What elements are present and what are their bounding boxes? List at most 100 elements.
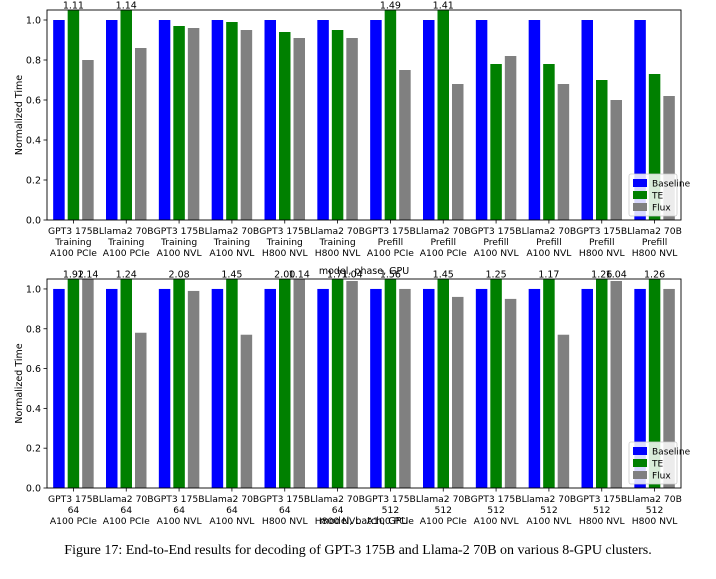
bar-flux-3 bbox=[187, 290, 200, 488]
bar-te-6 bbox=[331, 30, 344, 220]
x-tick-label: Llama2 70B 64 H800 NVL bbox=[310, 494, 365, 527]
bar-flux-9 bbox=[504, 298, 517, 488]
bar-flux-4 bbox=[240, 30, 253, 220]
x-tick-label: GPT3 175B Prefill A100 PCIe bbox=[365, 226, 416, 259]
value-label-te-6: 1.71 bbox=[327, 270, 348, 281]
value-label-te-1: 1.92 bbox=[63, 270, 84, 281]
value-label-te-8: 1.41 bbox=[433, 1, 454, 12]
value-label-te-2: 1.24 bbox=[116, 270, 137, 281]
bar-flux-2 bbox=[135, 48, 147, 220]
figure-caption: Figure 17: End-to-End results for decodi… bbox=[64, 543, 652, 558]
bar-flux-10 bbox=[557, 84, 570, 220]
legend-swatch-te bbox=[633, 191, 647, 199]
bar-flux-5 bbox=[293, 38, 305, 220]
value-label-te-12: 1.26 bbox=[644, 270, 665, 281]
legend-label-te: TE bbox=[651, 460, 663, 470]
bar-flux-5 bbox=[293, 279, 305, 488]
plot-frame bbox=[46, 9, 682, 221]
bar-te-11 bbox=[596, 80, 608, 220]
bar-flux-12 bbox=[663, 96, 675, 220]
legend-swatch-baseline bbox=[633, 447, 647, 455]
bar-te-5 bbox=[279, 279, 291, 488]
value-label-flux-1: 1.14 bbox=[77, 270, 98, 281]
x-tick-label: Llama2 70B Training A100 PCIe bbox=[99, 226, 154, 259]
x-tick-label: GPT3 175B Training A100 NVL bbox=[154, 226, 205, 259]
bar-te-10 bbox=[543, 64, 555, 220]
value-label-te-9: 1.25 bbox=[486, 270, 507, 281]
bar-baseline-1 bbox=[53, 20, 65, 220]
bar-te-1 bbox=[67, 10, 80, 220]
x-tick-label: Llama2 70B Prefill A100 NVL bbox=[522, 226, 577, 259]
y-tick-label: 0.2 bbox=[26, 176, 41, 187]
bar-baseline-12 bbox=[634, 288, 646, 488]
x-tick-label: Llama2 70B Training H800 NVL bbox=[310, 226, 365, 259]
bar-baseline-10 bbox=[528, 20, 541, 220]
y-axis-label: Normalized Time bbox=[14, 343, 25, 423]
bar-baseline-8 bbox=[423, 288, 435, 488]
y-tick-label: 0.2 bbox=[26, 444, 41, 455]
x-tick-label: GPT3 175B 64 H800 NVL bbox=[259, 494, 310, 527]
bar-baseline-6 bbox=[317, 288, 329, 488]
bar-baseline-2 bbox=[106, 20, 118, 220]
value-label-te-7: 1.49 bbox=[380, 1, 401, 12]
bar-te-1 bbox=[67, 279, 80, 488]
y-tick-label: 0.0 bbox=[26, 216, 41, 227]
bar-flux-9 bbox=[504, 56, 517, 220]
bar-te-12 bbox=[648, 74, 661, 220]
bar-te-4 bbox=[226, 279, 238, 488]
bar-baseline-9 bbox=[475, 288, 488, 488]
bar-baseline-3 bbox=[158, 288, 171, 488]
x-tick-label: Llama2 70B Prefill A100 PCIe bbox=[416, 226, 471, 259]
bar-baseline-11 bbox=[581, 20, 593, 220]
bar-baseline-7 bbox=[370, 288, 382, 488]
y-tick-label: 0.8 bbox=[26, 324, 41, 335]
y-axis-label: Normalized Time bbox=[14, 75, 25, 155]
x-tick-label: GPT3 175B Training A100 PCIe bbox=[48, 226, 99, 259]
bar-baseline-6 bbox=[317, 20, 329, 220]
y-tick-label: 0.6 bbox=[26, 364, 41, 375]
bar-flux-1 bbox=[82, 60, 94, 220]
bar-te-8 bbox=[437, 10, 449, 220]
legend-label-baseline: Baseline bbox=[652, 180, 691, 190]
y-tick-label: 0.4 bbox=[26, 404, 41, 415]
value-label-flux-5: 1.14 bbox=[289, 270, 310, 281]
bar-flux-11 bbox=[610, 280, 622, 488]
bar-te-5 bbox=[279, 32, 291, 220]
legend-label-flux: Flux bbox=[652, 204, 671, 214]
value-label-te-3: 2.08 bbox=[169, 270, 190, 281]
bar-baseline-5 bbox=[264, 288, 276, 488]
bar-baseline-4 bbox=[211, 20, 224, 220]
bar-flux-11 bbox=[610, 100, 622, 220]
bars bbox=[53, 10, 675, 220]
bar-te-2 bbox=[120, 279, 132, 488]
bar-baseline-10 bbox=[528, 288, 541, 488]
y-tick-label: 0.0 bbox=[26, 484, 41, 495]
legend: Baseline TE Flux bbox=[628, 441, 691, 485]
bar-te-7 bbox=[384, 10, 397, 220]
bar-flux-7 bbox=[399, 70, 411, 220]
y-tick-label: 0.4 bbox=[26, 136, 41, 147]
bars bbox=[53, 279, 675, 488]
bar-baseline-8 bbox=[423, 20, 435, 220]
x-tick-label: Llama2 70B 64 A100 NVL bbox=[205, 494, 260, 527]
bar-te-12 bbox=[648, 279, 661, 488]
plot-frame bbox=[46, 278, 682, 489]
bar-flux-7 bbox=[399, 288, 411, 488]
y-tick-label: 1.0 bbox=[26, 16, 41, 27]
y-tick-label: 0.8 bbox=[26, 56, 41, 67]
bar-te-3 bbox=[173, 26, 185, 220]
bar-flux-8 bbox=[452, 84, 464, 220]
bar-flux-4 bbox=[240, 334, 253, 488]
value-label-te-11: 1.26 bbox=[591, 270, 612, 281]
value-label-flux-11: 1.04 bbox=[606, 270, 627, 281]
bar-baseline-2 bbox=[106, 288, 118, 488]
chart-2: 1.921.14 1.24 2.08 1.45 2.001.14 1.711.04 1.56… bbox=[14, 270, 691, 528]
bar-flux-2 bbox=[135, 332, 147, 488]
value-label-te-5: 2.00 bbox=[274, 270, 295, 281]
bar-te-8 bbox=[437, 279, 449, 488]
legend-swatch-baseline bbox=[633, 179, 647, 187]
value-label-te-7: 1.56 bbox=[380, 270, 401, 281]
bar-baseline-11 bbox=[581, 288, 593, 488]
value-label-te-4: 1.45 bbox=[221, 270, 242, 281]
